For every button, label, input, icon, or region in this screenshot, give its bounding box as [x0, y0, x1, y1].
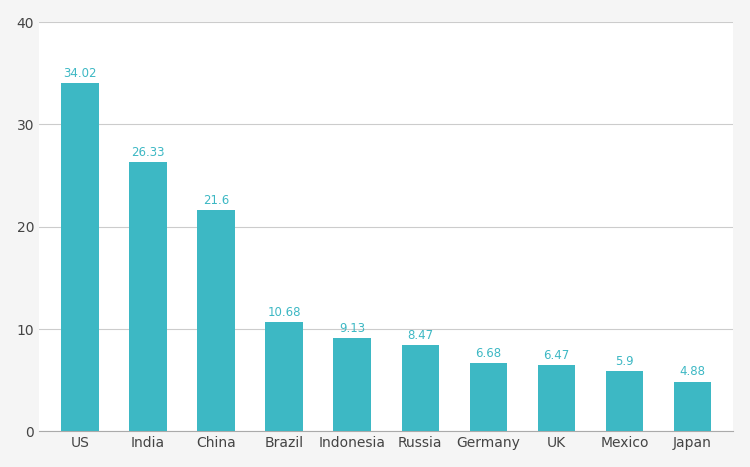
Bar: [470, 363, 507, 432]
Text: 26.33: 26.33: [131, 146, 165, 159]
Text: 9.13: 9.13: [339, 322, 365, 335]
Text: 10.68: 10.68: [268, 306, 301, 319]
Text: 6.68: 6.68: [476, 347, 502, 360]
Bar: [606, 371, 644, 432]
Text: 6.47: 6.47: [543, 349, 569, 362]
Bar: [334, 338, 371, 432]
Bar: [538, 365, 575, 432]
Text: 34.02: 34.02: [63, 67, 97, 80]
Text: 4.88: 4.88: [680, 366, 706, 378]
Bar: [266, 322, 303, 432]
Bar: [62, 83, 99, 432]
Text: 5.9: 5.9: [615, 355, 634, 368]
Text: 8.47: 8.47: [407, 329, 434, 342]
Text: 21.6: 21.6: [203, 194, 229, 207]
Bar: [129, 162, 166, 432]
Bar: [197, 211, 235, 432]
Bar: [401, 345, 439, 432]
Bar: [674, 382, 711, 432]
